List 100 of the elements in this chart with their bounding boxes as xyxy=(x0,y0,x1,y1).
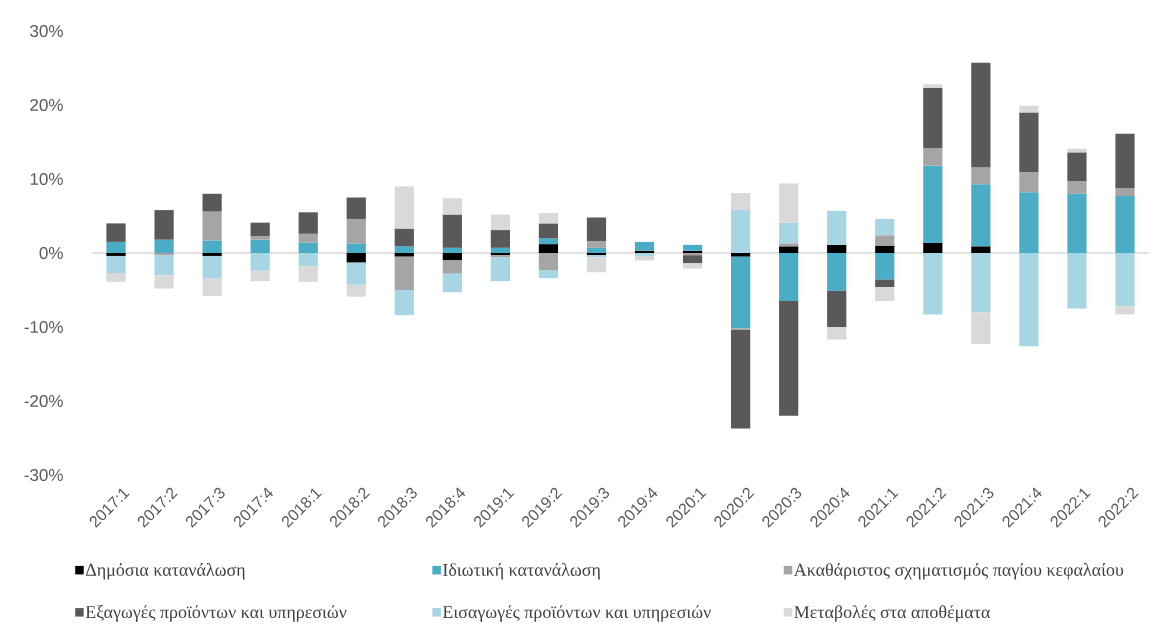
bar xyxy=(202,240,222,253)
bar xyxy=(154,239,174,253)
bar xyxy=(923,87,943,148)
bar xyxy=(250,270,270,282)
bar xyxy=(106,241,126,253)
bar xyxy=(250,222,270,236)
legend-label: Μεταβολές στα αποθέματα xyxy=(794,605,990,622)
bar xyxy=(490,247,510,253)
bar xyxy=(923,84,943,88)
bar xyxy=(394,228,414,247)
bar xyxy=(298,266,318,282)
bar xyxy=(106,272,126,282)
bar xyxy=(779,243,799,247)
bar xyxy=(154,255,174,276)
bar xyxy=(971,184,991,247)
bar xyxy=(442,260,462,274)
legend-label: Δημόσια κατανάλωση xyxy=(85,563,245,580)
y-tick-label: -30% xyxy=(24,468,63,482)
bar xyxy=(490,214,510,231)
bar xyxy=(827,253,847,291)
bar xyxy=(731,193,751,211)
bar xyxy=(827,210,847,245)
bar xyxy=(154,253,174,256)
bar xyxy=(682,244,703,251)
bar xyxy=(827,327,847,340)
legend-label: Ακαθάριστος σχηματισμός παγίου κεφαλαίου xyxy=(793,563,1124,580)
bar xyxy=(923,147,943,166)
bar xyxy=(1115,196,1135,253)
bar xyxy=(971,312,991,345)
bar xyxy=(923,253,943,315)
y-tick-label: -10% xyxy=(24,320,63,334)
bar xyxy=(490,257,510,282)
bar xyxy=(202,278,222,296)
y-tick-label: 30% xyxy=(30,24,63,38)
bar xyxy=(586,241,607,248)
bar xyxy=(1019,172,1039,193)
bar xyxy=(346,253,366,263)
bar xyxy=(971,253,991,313)
bar xyxy=(731,253,751,257)
bar xyxy=(731,329,751,429)
y-tick-label: -20% xyxy=(24,394,63,408)
bar xyxy=(1115,133,1135,188)
bar xyxy=(875,253,895,280)
bar xyxy=(250,235,270,240)
bar xyxy=(298,212,318,234)
bar xyxy=(827,290,847,327)
bar xyxy=(346,218,366,244)
bar xyxy=(1019,112,1039,173)
bar xyxy=(106,253,126,256)
bar xyxy=(586,217,607,242)
y-tick-label: 10% xyxy=(30,172,63,186)
bar xyxy=(106,255,126,273)
bar xyxy=(538,213,559,224)
bar xyxy=(1019,253,1039,347)
bar xyxy=(442,214,462,248)
bar xyxy=(442,273,462,293)
bar xyxy=(923,165,943,243)
bar xyxy=(250,253,270,271)
bar xyxy=(106,223,126,242)
bar xyxy=(875,287,895,302)
bar xyxy=(394,186,414,229)
bar xyxy=(442,198,462,215)
bar xyxy=(298,253,318,267)
bar xyxy=(538,244,559,253)
bar xyxy=(346,197,366,219)
bar xyxy=(538,270,559,279)
bar xyxy=(202,211,222,241)
bar xyxy=(1067,152,1087,182)
bar xyxy=(394,256,414,290)
bar xyxy=(298,242,318,253)
bar xyxy=(634,241,655,251)
bar xyxy=(875,235,895,246)
y-tick-label: 20% xyxy=(30,98,63,112)
bar xyxy=(490,230,510,248)
bar xyxy=(875,279,895,288)
bar xyxy=(779,301,799,416)
bar xyxy=(1067,181,1087,194)
legend-label: Εξαγωγές προϊόντων και υπηρεσιών xyxy=(85,605,347,622)
bar xyxy=(682,263,703,269)
bar xyxy=(1115,187,1135,197)
bar xyxy=(202,193,222,212)
bar xyxy=(538,223,559,239)
bar xyxy=(394,253,414,257)
bar xyxy=(1019,192,1039,253)
bar xyxy=(779,246,799,253)
bar xyxy=(731,256,751,329)
bar xyxy=(394,246,414,253)
y-tick-label: 0% xyxy=(39,246,63,260)
bar xyxy=(682,255,703,264)
bar xyxy=(1115,253,1135,307)
bar xyxy=(586,257,607,273)
bar xyxy=(1115,306,1135,315)
bar xyxy=(875,245,895,253)
bar xyxy=(298,233,318,243)
bar xyxy=(779,183,799,223)
bar xyxy=(1067,253,1087,309)
bar xyxy=(154,275,174,289)
bar xyxy=(971,62,991,168)
bar xyxy=(586,247,607,253)
legend-label: Εισαγωγές προϊόντων και υπηρεσιών xyxy=(442,605,711,622)
